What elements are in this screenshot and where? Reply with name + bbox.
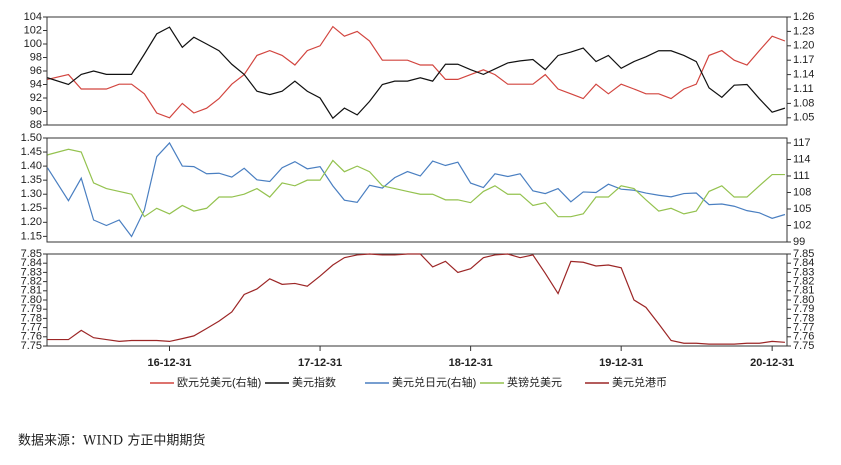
y-tick-label: 1.15 bbox=[21, 230, 42, 242]
x-tick-label: 20-12-31 bbox=[750, 357, 794, 369]
y2-tick-label: 7.79 bbox=[793, 303, 814, 315]
x-tick-label: 19-12-31 bbox=[599, 357, 643, 369]
y2-tick-label: 7.83 bbox=[793, 266, 814, 278]
y2-tick-label: 7.75 bbox=[793, 340, 814, 352]
y2-tick-label: 1.08 bbox=[793, 97, 814, 109]
y-tick-label: 96 bbox=[30, 65, 42, 77]
series-line bbox=[47, 253, 785, 345]
y2-tick-label: 7.85 bbox=[793, 248, 814, 260]
y2-tick-label: 7.76 bbox=[793, 331, 814, 343]
y-tick-label: 7.76 bbox=[21, 331, 42, 343]
y2-tick-label: 1.05 bbox=[793, 112, 814, 124]
y2-tick-label: 1.23 bbox=[793, 25, 814, 37]
y2-tick-label: 111 bbox=[793, 170, 810, 182]
y-tick-label: 98 bbox=[30, 51, 42, 63]
y-tick-label: 92 bbox=[30, 92, 42, 104]
plot-frame bbox=[46, 253, 788, 347]
y-tick-label: 94 bbox=[30, 78, 42, 90]
y2-tick-label: 7.78 bbox=[793, 312, 814, 324]
series-line bbox=[46, 141, 786, 238]
y-tick-label: 7.82 bbox=[21, 276, 42, 288]
y2-tick-label: 7.80 bbox=[793, 294, 814, 306]
legend-label: 欧元兑美元(右轴) bbox=[177, 375, 261, 389]
legend-label: 美元兑日元(右轴) bbox=[392, 375, 476, 389]
y2-tick-label: 1.14 bbox=[793, 69, 814, 81]
x-tick-label: 17-12-31 bbox=[298, 357, 342, 369]
y-tick-label: 7.78 bbox=[21, 312, 42, 324]
y-tick-label: 1.50 bbox=[21, 132, 42, 144]
y-tick-label: 100 bbox=[24, 38, 42, 50]
y2-tick-label: 1.26 bbox=[793, 11, 814, 23]
y-tick-label: 1.45 bbox=[21, 146, 42, 158]
series-line bbox=[47, 25, 786, 119]
y2-tick-label: 117 bbox=[793, 137, 811, 149]
y2-tick-label: 102 bbox=[793, 219, 811, 231]
source-note: 数据来源：WIND 方正中期期货 bbox=[18, 433, 205, 449]
y-tick-label: 1.35 bbox=[21, 174, 42, 186]
y-tick-label: 7.75 bbox=[21, 340, 42, 352]
y-tick-label: 88 bbox=[30, 119, 42, 131]
x-tick-label: 18-12-31 bbox=[449, 357, 493, 369]
y-tick-label: 7.83 bbox=[21, 266, 42, 278]
y2-tick-label: 1.17 bbox=[793, 54, 814, 66]
series-line bbox=[47, 148, 785, 218]
y-tick-label: 7.77 bbox=[21, 322, 42, 334]
y-tick-label: 102 bbox=[24, 24, 42, 36]
y-tick-label: 7.79 bbox=[21, 303, 42, 315]
y2-tick-label: 99 bbox=[793, 236, 805, 248]
y-tick-label: 7.84 bbox=[21, 257, 42, 269]
legend-label: 美元兑港币 bbox=[612, 375, 667, 389]
y2-tick-label: 7.77 bbox=[793, 322, 814, 334]
y2-tick-label: 7.84 bbox=[793, 257, 814, 269]
y-tick-label: 7.85 bbox=[21, 248, 42, 260]
y2-tick-label: 1.20 bbox=[793, 40, 814, 52]
y2-tick-label: 1.11 bbox=[793, 83, 814, 95]
y-tick-label: 1.40 bbox=[21, 160, 42, 172]
x-tick-label: 16-12-31 bbox=[147, 357, 191, 369]
y-tick-label: 1.20 bbox=[21, 216, 42, 228]
y-tick-label: 7.80 bbox=[21, 294, 42, 306]
y-tick-label: 104 bbox=[24, 11, 42, 23]
y2-tick-label: 108 bbox=[793, 186, 811, 198]
legend-label: 英镑兑美元 bbox=[507, 375, 562, 389]
y-tick-label: 1.25 bbox=[21, 202, 42, 214]
plot-frame bbox=[46, 137, 788, 243]
y2-tick-label: 114 bbox=[793, 153, 811, 165]
legend-label: 美元指数 bbox=[292, 375, 336, 389]
y-tick-label: 1.30 bbox=[21, 188, 42, 200]
y-tick-label: 90 bbox=[30, 105, 42, 117]
y2-tick-label: 105 bbox=[793, 203, 811, 215]
y2-tick-label: 7.82 bbox=[793, 276, 814, 288]
y2-tick-label: 7.81 bbox=[793, 285, 814, 297]
series-line bbox=[47, 26, 786, 120]
y-tick-label: 7.81 bbox=[21, 285, 42, 297]
